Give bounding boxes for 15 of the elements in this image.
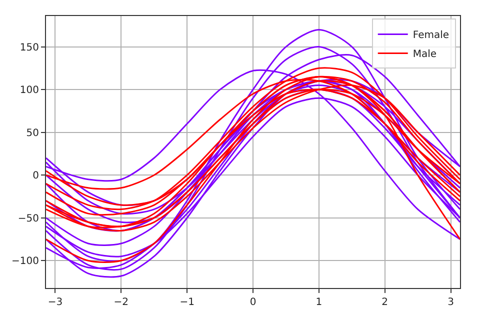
x-tick-label: −2 (114, 297, 129, 308)
y-tick-label: 100 (20, 85, 39, 96)
y-tick-label: 150 (20, 42, 39, 54)
y-tick-label: −100 (12, 256, 39, 268)
x-tick-label: 0 (250, 297, 256, 308)
x-tick-label: −3 (48, 297, 63, 308)
x-tick-label: 3 (448, 297, 454, 308)
y-tick-label: −50 (18, 213, 39, 224)
x-tick-label: −1 (180, 297, 194, 308)
y-tick-label: 50 (26, 128, 39, 139)
legend-label: Female (412, 30, 450, 42)
x-tick-label: 1 (316, 297, 322, 308)
x-tick-label: 2 (382, 297, 388, 308)
legend-label: Male (412, 49, 437, 60)
y-tick-label: 0 (32, 170, 39, 182)
